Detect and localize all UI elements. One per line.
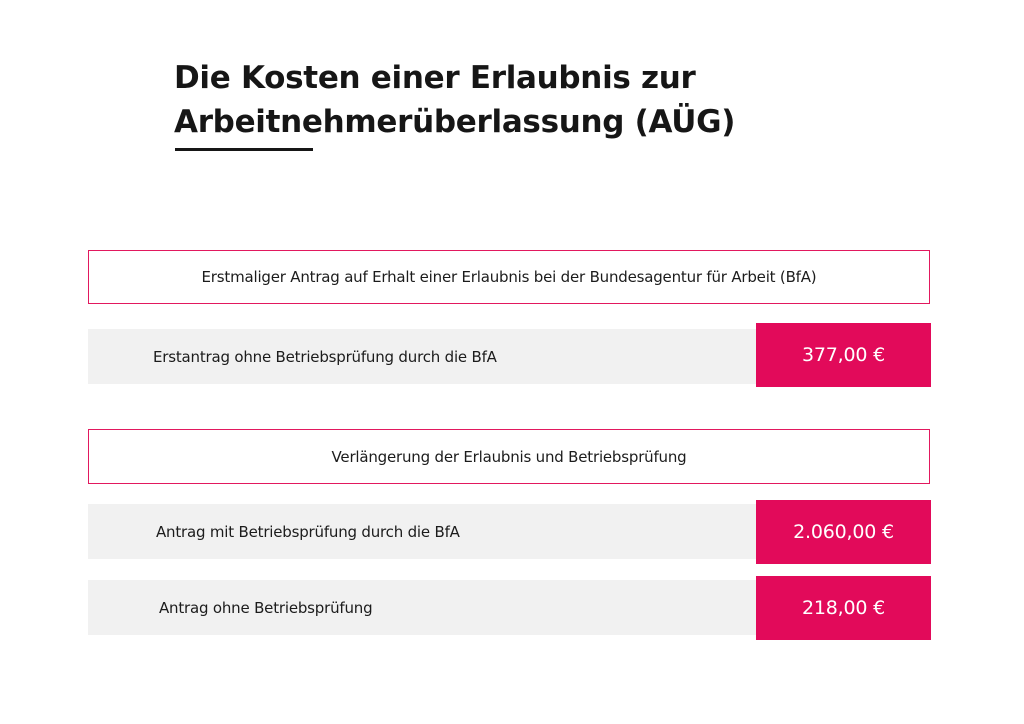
- cost-row-without-audit: Antrag ohne Betriebsprüfung 218,00 €: [88, 576, 931, 640]
- cost-row-price: 377,00 €: [756, 323, 931, 387]
- page-title-line-2: Arbeitnehmerüberlassung (AÜG): [174, 104, 736, 140]
- cost-row-price: 218,00 €: [756, 576, 931, 640]
- section-header-initial-application: Erstmaliger Antrag auf Erhalt einer Erla…: [88, 250, 930, 304]
- page-title-line-1: Die Kosten einer Erlaubnis zur: [174, 60, 696, 96]
- cost-row-label: Erstantrag ohne Betriebsprüfung durch di…: [88, 329, 758, 384]
- cost-row-initial-application: Erstantrag ohne Betriebsprüfung durch di…: [88, 323, 931, 387]
- section-header-renewal: Verlängerung der Erlaubnis und Betriebsp…: [88, 429, 930, 484]
- cost-row-label: Antrag mit Betriebsprüfung durch die BfA: [88, 504, 758, 559]
- cost-row-price: 2.060,00 €: [756, 500, 931, 564]
- page-title: Die Kosten einer Erlaubnis zur Arbeitneh…: [174, 56, 735, 144]
- cost-row-label: Antrag ohne Betriebsprüfung: [88, 580, 758, 635]
- cost-row-with-audit: Antrag mit Betriebsprüfung durch die BfA…: [88, 500, 931, 564]
- title-underline-divider: [175, 148, 313, 151]
